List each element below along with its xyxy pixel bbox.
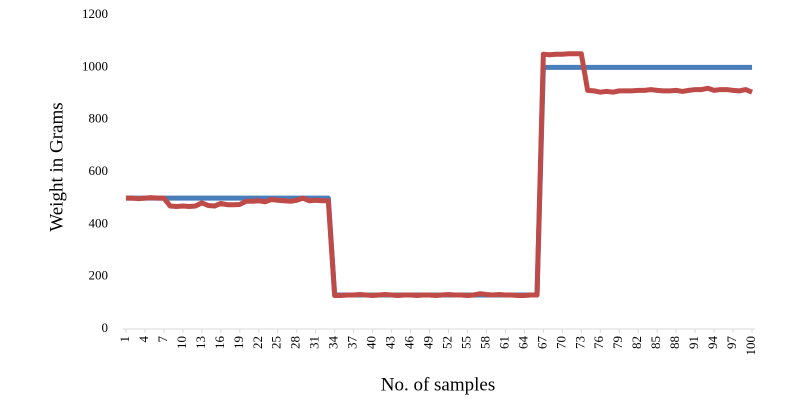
y-tick-label: 200	[89, 268, 109, 283]
x-tick-label: 7	[155, 336, 170, 343]
y-tick-label: 600	[89, 163, 109, 178]
x-tick-label: 61	[496, 336, 511, 349]
x-tick-label: 31	[307, 336, 322, 349]
x-tick-label: 70	[553, 336, 568, 349]
y-tick-label: 0	[102, 320, 109, 335]
x-tick-label: 13	[193, 336, 208, 349]
x-tick-label: 64	[515, 336, 530, 350]
x-tick-label: 16	[212, 336, 227, 350]
y-tick-label: 400	[89, 215, 109, 230]
x-tick-label: 97	[724, 336, 739, 350]
y-tick-label: 1000	[82, 58, 108, 73]
x-tick-label: 88	[667, 336, 682, 349]
x-tick-label: 94	[705, 336, 720, 350]
x-tick-label: 19	[231, 336, 246, 349]
x-tick-label: 34	[326, 336, 341, 350]
x-tick-label: 58	[477, 336, 492, 349]
x-tick-label: 49	[420, 336, 435, 349]
x-tick-label: 82	[629, 336, 644, 349]
y-axis-title: Weight in Grams	[46, 102, 67, 231]
x-tick-label: 43	[383, 336, 398, 349]
x-tick-label: 85	[648, 336, 663, 349]
x-tick-label: 22	[250, 336, 265, 349]
x-tick-label: 1	[117, 336, 132, 343]
x-tick-label: 76	[591, 336, 606, 350]
x-tick-label: 67	[534, 336, 549, 350]
x-axis-title: No. of samples	[381, 374, 496, 395]
x-tick-label: 25	[269, 336, 284, 349]
x-tick-label: 79	[610, 336, 625, 349]
x-tick-label: 91	[686, 336, 701, 349]
x-tick-label: 10	[174, 336, 189, 349]
y-tick-label: 1200	[82, 6, 108, 21]
x-tick-label: 4	[136, 336, 151, 343]
x-tick-label: 46	[402, 336, 417, 350]
x-tick-label: 40	[364, 336, 379, 349]
x-tick-label: 55	[458, 336, 473, 349]
x-tick-label: 37	[345, 336, 360, 350]
series-line	[125, 51, 753, 299]
x-tick-label: 52	[439, 336, 454, 349]
series-line	[125, 64, 753, 298]
x-tick-label: 28	[288, 336, 303, 349]
y-tick-label: 800	[89, 111, 109, 126]
x-tick-label: 100	[743, 336, 758, 356]
x-tick-label: 73	[572, 336, 587, 349]
